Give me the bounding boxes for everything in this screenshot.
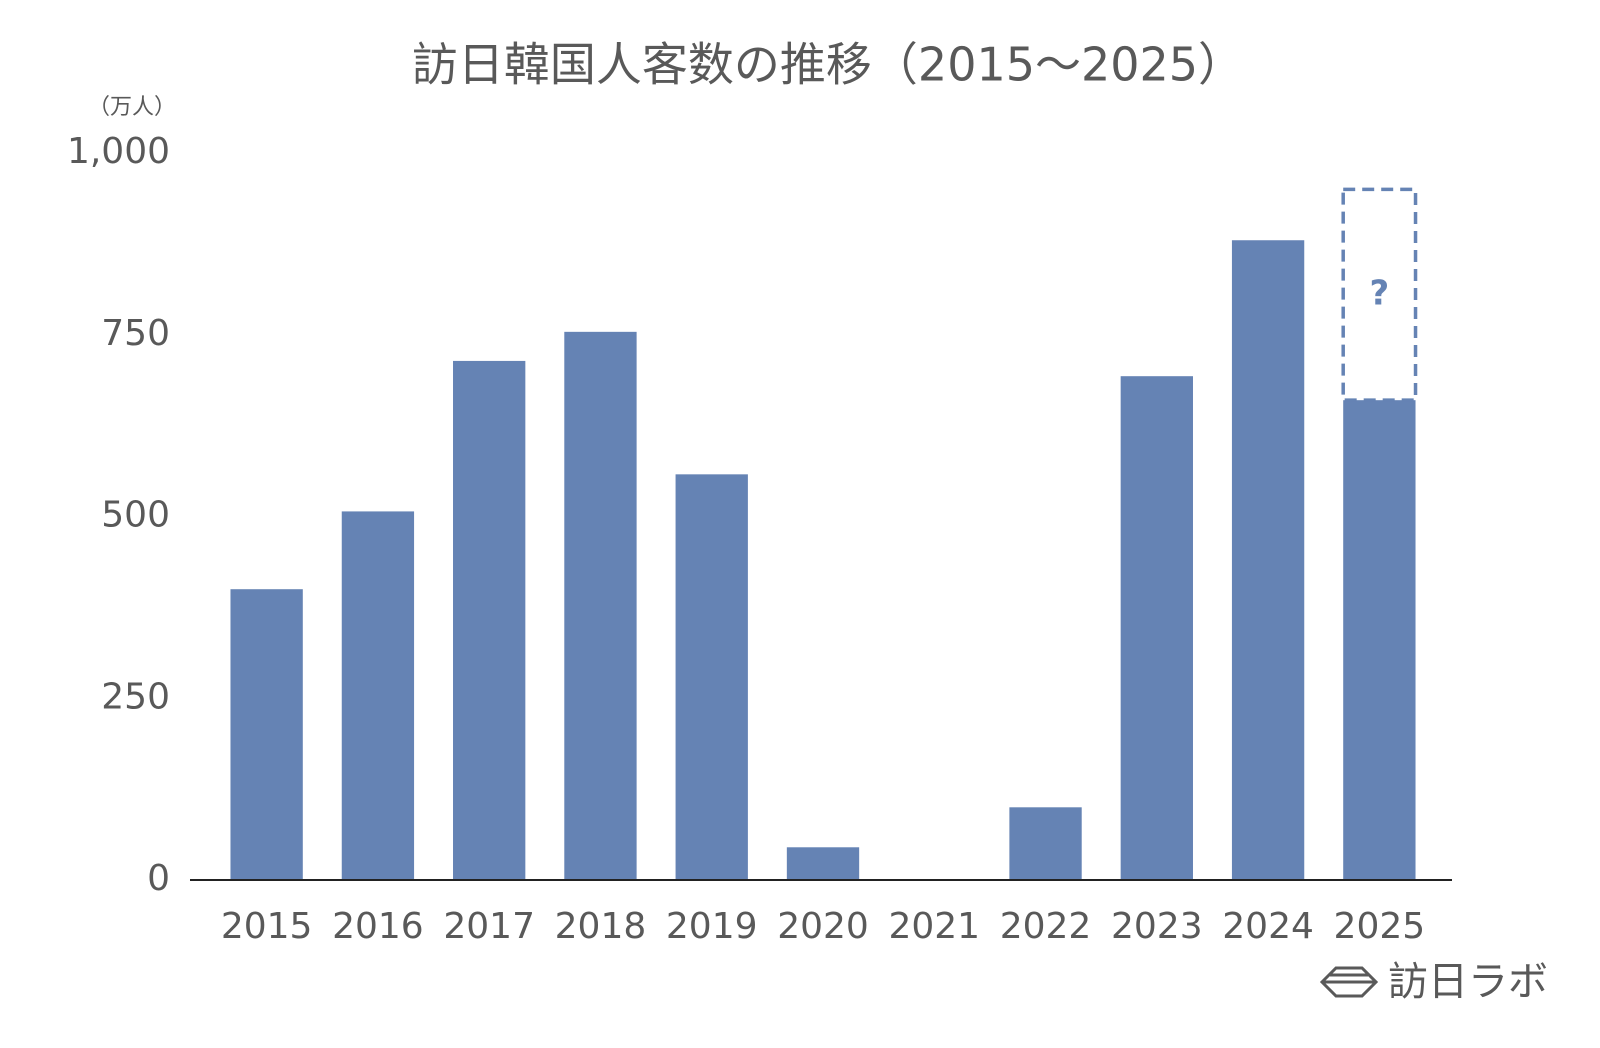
x-tick-label: 2019 [666, 906, 758, 947]
bar [1120, 376, 1193, 880]
bar [453, 360, 526, 880]
x-tick-label: 2017 [443, 906, 535, 947]
logo-text: 訪日ラボ [1388, 959, 1548, 1005]
y-tick-label: 0 [147, 858, 170, 899]
x-tick-label: 2016 [332, 906, 424, 947]
forecast-box [1341, 187, 1418, 402]
chart-title: 訪日韓国人客数の推移（2015〜2025） [412, 38, 1244, 92]
bar [1343, 400, 1416, 880]
x-tick-label: 2025 [1334, 906, 1426, 947]
bar [675, 474, 748, 880]
bar [1009, 807, 1082, 880]
bar [1231, 240, 1305, 881]
x-tick-label: 2023 [1111, 906, 1203, 947]
logo: 訪日ラボ [1319, 959, 1548, 1005]
bar [564, 331, 637, 880]
y-tick-label: 250 [101, 676, 170, 717]
x-tick-label: 2020 [777, 906, 869, 947]
forecast-label: ? [1369, 273, 1389, 313]
bar [230, 589, 303, 880]
x-tick-label: 2018 [555, 906, 647, 947]
y-tick-label: 750 [101, 313, 170, 354]
x-tick-label: 2024 [1222, 906, 1314, 947]
y-axis-label: （万人） [88, 95, 176, 120]
x-tick-label: 2022 [1000, 906, 1092, 947]
x-tick-label: 2015 [221, 906, 313, 947]
logo-icon [1319, 966, 1379, 998]
bar [341, 511, 415, 880]
y-tick-label: 500 [101, 495, 170, 536]
bar [786, 847, 860, 880]
y-tick-label: 1,000 [67, 131, 170, 172]
x-tick-label: 2021 [888, 906, 980, 947]
